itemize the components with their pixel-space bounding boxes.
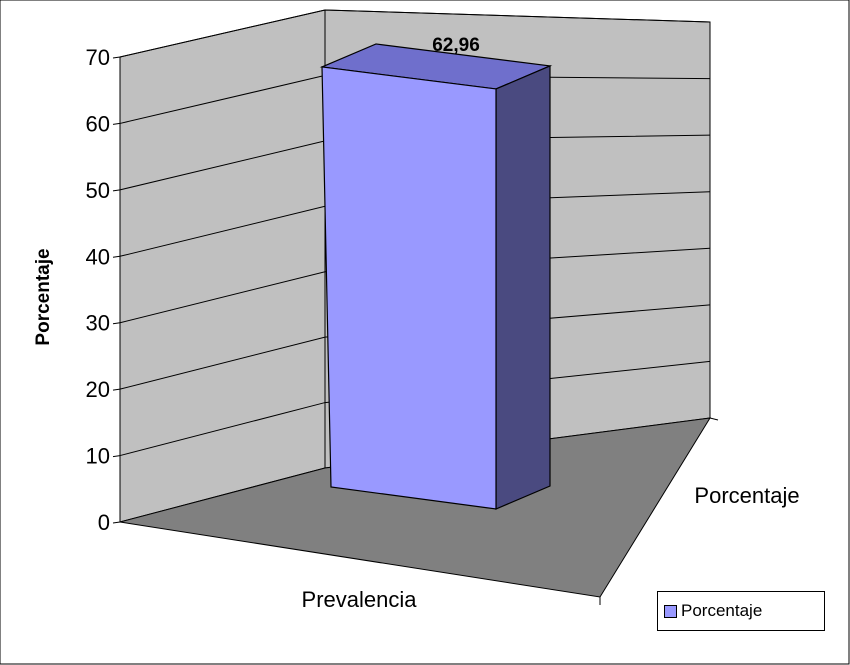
y-tick-mark [112, 255, 121, 258]
y-tick-label: 60 [86, 111, 110, 136]
y-tick-mark [112, 388, 121, 391]
y-tick-label: 10 [86, 444, 110, 469]
depth-axis-label: Porcentaje [694, 483, 799, 508]
gridline [119, 9, 711, 58]
y-tick-label: 50 [86, 178, 110, 203]
gridline [119, 304, 711, 390]
y-tick-label: 70 [86, 45, 110, 70]
y-tick-label: 30 [86, 311, 110, 336]
data-label: 62,96 [432, 35, 480, 56]
y-tick-mark [112, 56, 121, 59]
gridline [119, 360, 711, 457]
legend: Porcentaje [657, 591, 825, 631]
bar-front-face [321, 66, 497, 510]
floor-tick-right [709, 417, 719, 421]
left-wall [119, 9, 326, 523]
y-tick-label: 0 [98, 510, 110, 535]
gridline [119, 247, 711, 324]
y-tick-mark [112, 322, 121, 325]
y-tick-label: 20 [86, 377, 110, 402]
y-axis-title: Porcentaje [33, 248, 54, 345]
y-tick-mark [112, 521, 121, 524]
legend-swatch [664, 604, 677, 618]
y-tick-mark [112, 455, 121, 458]
legend-label: Porcentaje [681, 601, 763, 620]
y-tick-label: 40 [86, 244, 110, 269]
y-tick-mark [112, 189, 121, 192]
y-tick-mark [112, 122, 121, 125]
x-axis-category-label: Prevalencia [302, 587, 418, 612]
y-axis-ticks: 0 10 20 30 40 50 60 70 [86, 45, 121, 535]
bar-side-face [495, 65, 551, 510]
